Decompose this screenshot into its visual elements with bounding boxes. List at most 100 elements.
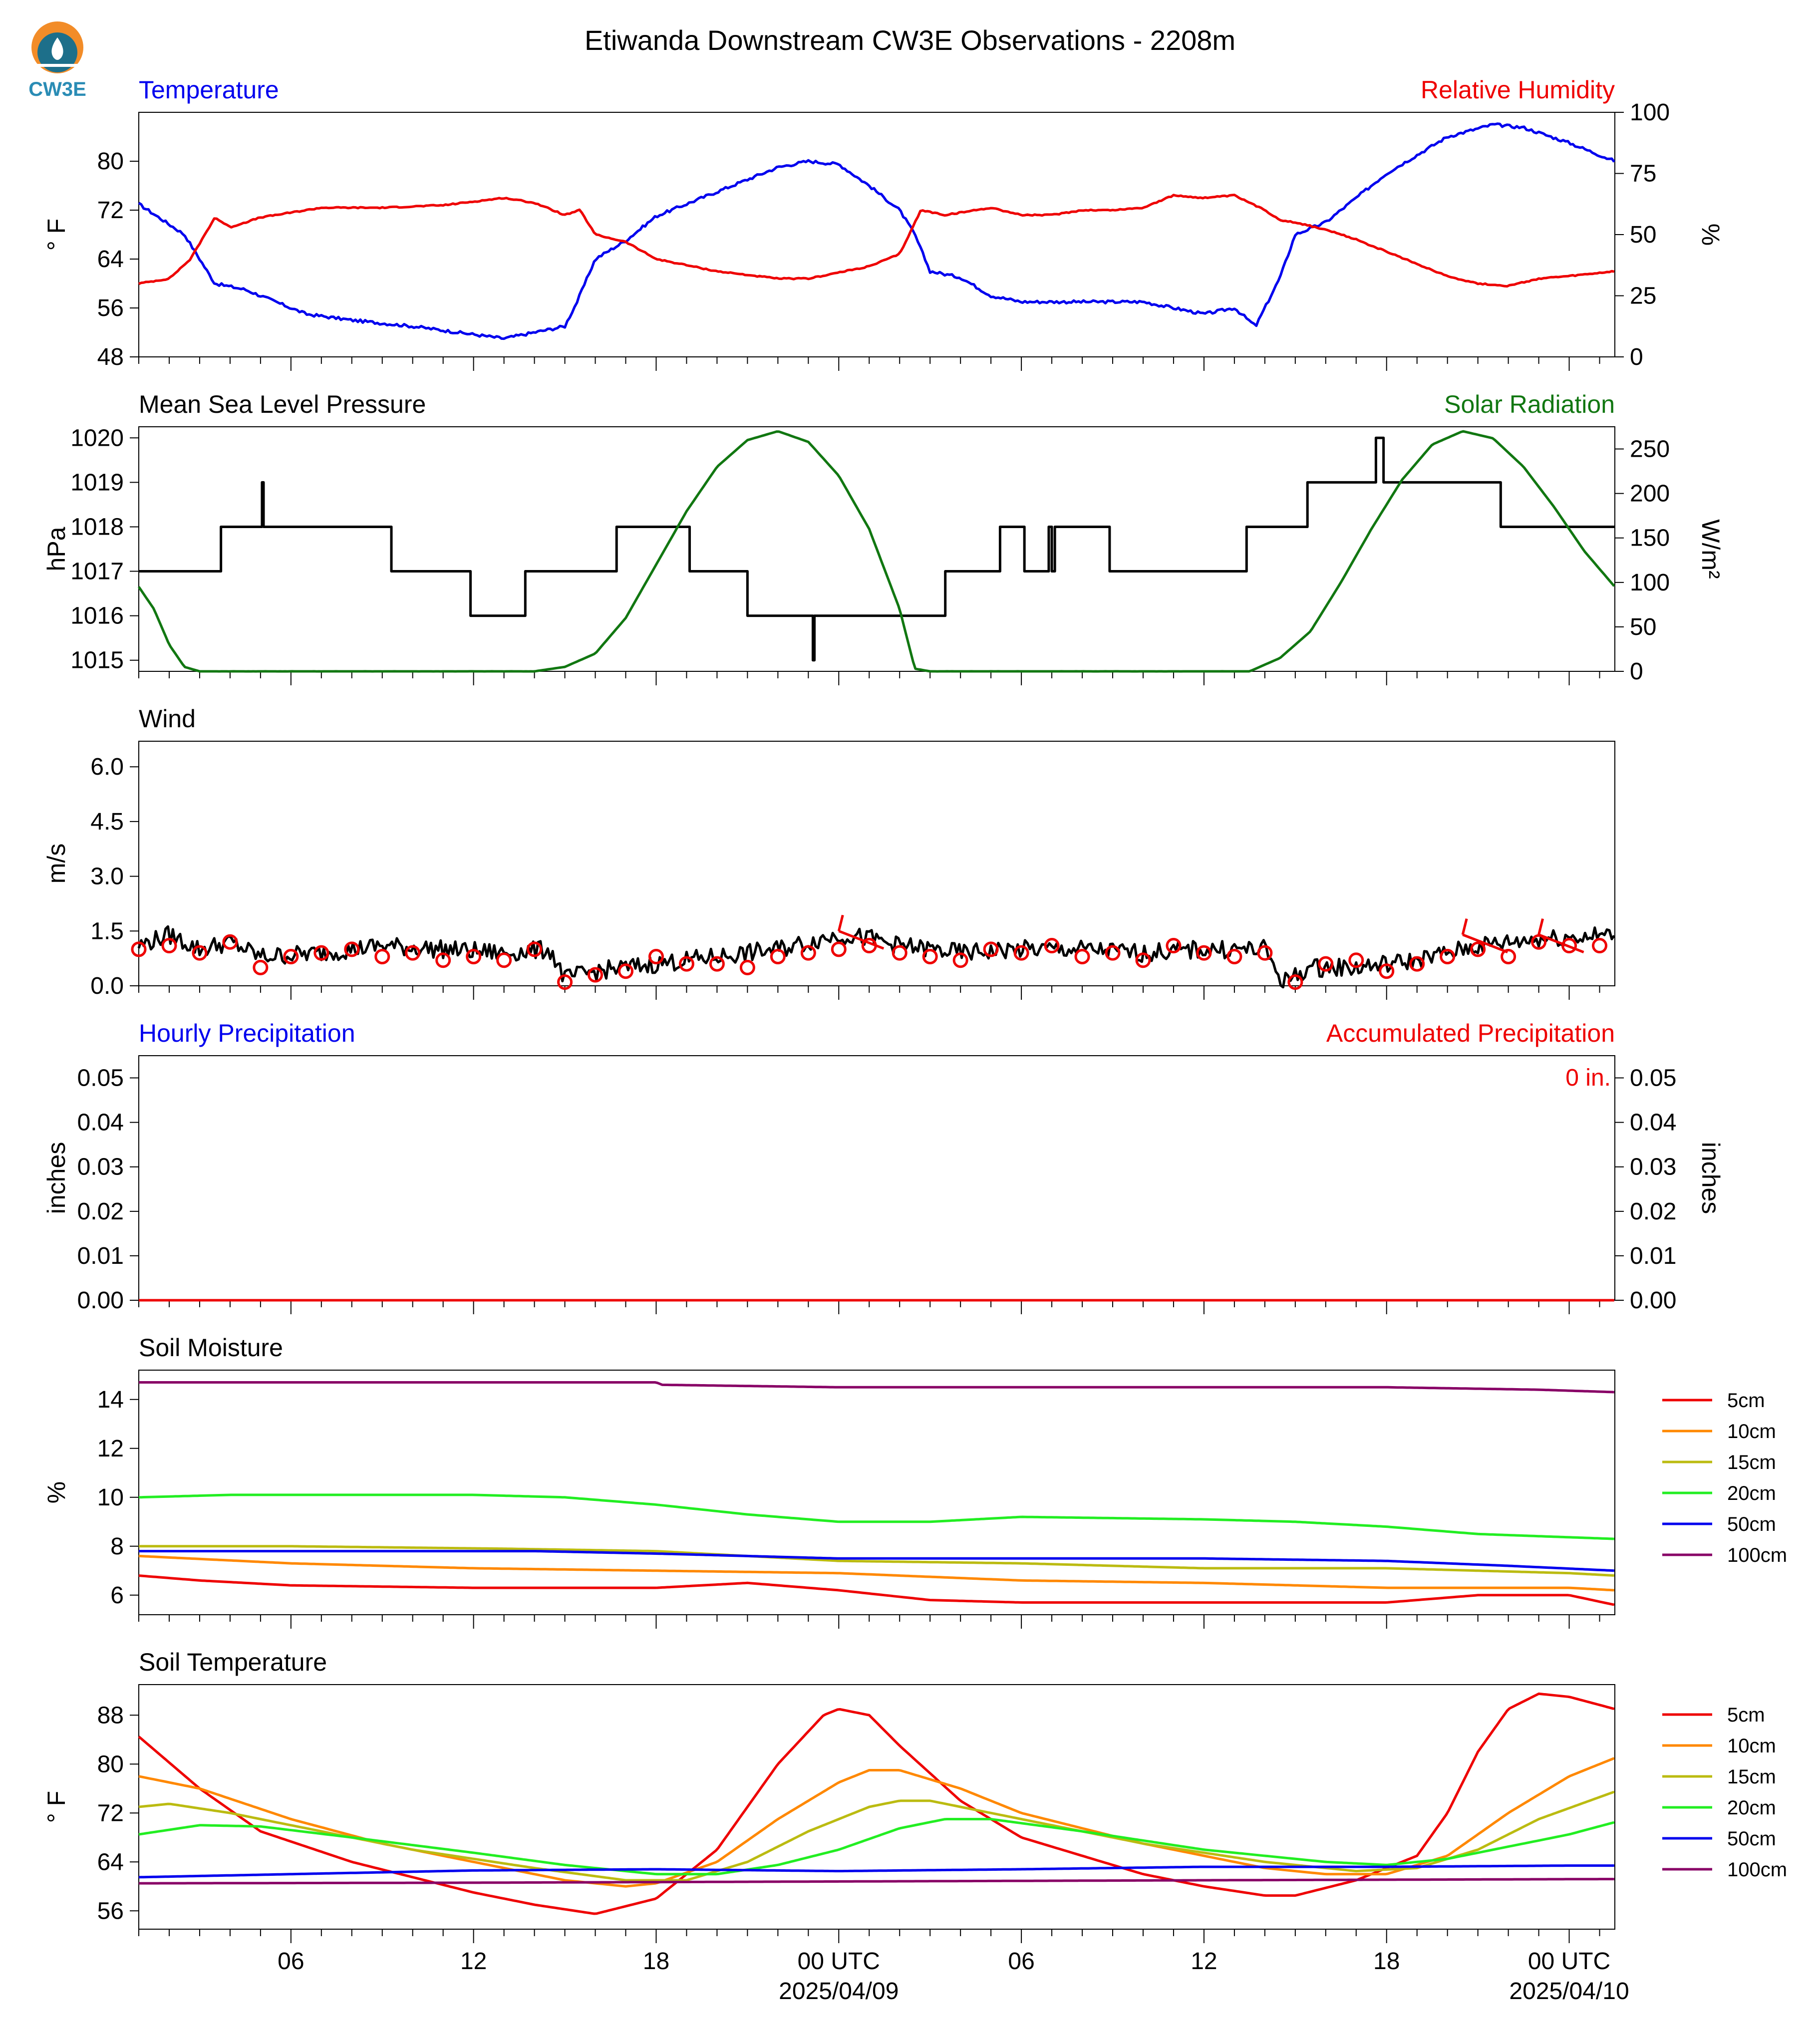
legend-label: 10cm xyxy=(1727,1421,1776,1443)
wind-gust-marker xyxy=(1592,938,1608,954)
y-tick-label-right: 50 xyxy=(1630,614,1656,640)
wind-gust-marker xyxy=(1440,948,1456,964)
wind-gust-marker xyxy=(1409,956,1425,972)
wind-gust-marker xyxy=(983,941,999,957)
panel-title-left: Wind xyxy=(139,705,196,733)
panel-title-left: Mean Sea Level Pressure xyxy=(139,390,426,418)
wind-gust-marker xyxy=(1348,952,1364,968)
x-tick-label: 06 xyxy=(1008,1948,1034,1975)
wind-gust-marker xyxy=(1287,974,1303,990)
panel-2: Wind 0.0 1.5 3.0 4.5 6.0 m/s xyxy=(42,705,1615,1000)
y-tick-label: 3.0 xyxy=(90,864,124,890)
panel-0: Temperature Relative Humidity 48 56 64 72 80 ° … xyxy=(42,76,1725,371)
x-tick-label: 12 xyxy=(1191,1948,1217,1975)
y-tick-label-right: 0 xyxy=(1630,658,1643,685)
y-axis-label-right: W/m² xyxy=(1697,519,1725,579)
y-tick-label-right: 0.01 xyxy=(1630,1243,1676,1269)
y-tick-label: 64 xyxy=(97,246,124,273)
legend-label: 10cm xyxy=(1727,1735,1776,1757)
wind-gust-marker xyxy=(1501,948,1517,964)
wind-barb xyxy=(1538,933,1584,953)
legend-label: 15cm xyxy=(1727,1451,1776,1473)
legend-label: 20cm xyxy=(1727,1797,1776,1819)
panel-frame xyxy=(138,1055,1615,1301)
y-tick-label: 1015 xyxy=(70,647,124,674)
y-tick-label: 0.0 xyxy=(90,973,124,999)
y-tick-label: 4.5 xyxy=(90,809,124,835)
wind-gust-marker xyxy=(1074,948,1090,964)
series-line-50cm xyxy=(138,1864,1614,1879)
panel-title-right: Accumulated Precipitation xyxy=(1326,1019,1615,1047)
wind-gust-marker xyxy=(557,974,573,990)
wind-gust-marker xyxy=(527,941,543,957)
y-axis-label: % xyxy=(42,1481,70,1503)
panel-title-right: Solar Radiation xyxy=(1444,390,1615,418)
x-tick-label: 18 xyxy=(643,1948,669,1975)
panel-title-right: Relative Humidity xyxy=(1421,76,1615,104)
wind-gust-marker xyxy=(192,945,208,961)
y-tick-label-right: 100 xyxy=(1630,99,1670,126)
panel-frame xyxy=(138,1370,1615,1615)
series-line-20cm xyxy=(138,1818,1615,1876)
wind-barb-flag xyxy=(1461,918,1468,935)
wind-gust-marker xyxy=(313,945,329,961)
wind-gust-marker xyxy=(770,948,786,964)
logo-text: CW3E xyxy=(28,78,86,100)
y-tick-label: 80 xyxy=(97,1751,124,1777)
x-tick-label: 00 UTC xyxy=(798,1948,880,1975)
y-tick-label-right: 0.05 xyxy=(1630,1065,1676,1092)
y-tick-label: 0.05 xyxy=(77,1065,124,1092)
wind-gust-marker xyxy=(618,963,634,979)
y-axis-label-right: % xyxy=(1697,224,1725,246)
legend-label: 50cm xyxy=(1727,1828,1776,1850)
y-tick-label: 0.01 xyxy=(77,1243,124,1269)
wind-gust-marker xyxy=(1135,952,1151,968)
series-line-15cm xyxy=(138,1790,1615,1882)
y-tick-label: 56 xyxy=(97,295,124,321)
panel-3: Hourly Precipitation Accumulated Precipit… xyxy=(42,1019,1725,1314)
wind-gust-marker xyxy=(1379,963,1395,979)
wind-gust-marker xyxy=(648,948,664,964)
wind-gust-marker xyxy=(800,945,816,961)
wind-gust-marker xyxy=(1013,945,1029,961)
series-line-100cm xyxy=(139,1381,1614,1394)
y-tick-label: 56 xyxy=(97,1898,124,1924)
y-tick-label-right: 150 xyxy=(1630,525,1670,552)
wind-gust-marker xyxy=(344,941,360,957)
wind-gust-marker xyxy=(1105,945,1121,961)
series-line-15cm xyxy=(139,1545,1614,1577)
legend-label: 50cm xyxy=(1727,1513,1776,1535)
series-line-mean-sea-level-pressure xyxy=(139,436,1615,662)
wind-gust-marker xyxy=(435,952,451,968)
y-tick-label-right: 0.02 xyxy=(1630,1198,1676,1225)
series-line-50cm xyxy=(139,1550,1614,1572)
y-tick-label: 6 xyxy=(110,1582,124,1609)
wind-gust-marker xyxy=(1318,956,1334,972)
wind-gust-marker xyxy=(1561,938,1577,954)
wind-gust-marker xyxy=(1257,945,1273,961)
wind-gust-marker xyxy=(222,934,238,950)
y-tick-label: 64 xyxy=(97,1849,124,1875)
series-line-100cm xyxy=(139,1878,1614,1885)
wind-gust-marker xyxy=(283,948,299,964)
wind-gust-marker xyxy=(161,938,177,954)
panel-frame xyxy=(138,741,1615,986)
y-tick-label-right: 0.03 xyxy=(1630,1154,1676,1180)
x-tick-date-label: 2025/04/10 xyxy=(1509,1978,1629,2005)
series-line-5cm xyxy=(138,1574,1615,1606)
y-tick-label: 6.0 xyxy=(90,754,124,780)
panel-frame xyxy=(138,1684,1615,1930)
wind-gust-marker xyxy=(892,945,908,961)
wind-gust-marker xyxy=(678,956,694,972)
y-tick-label-right: 50 xyxy=(1630,222,1656,248)
panel-title-left: Hourly Precipitation xyxy=(139,1019,355,1047)
wind-gust-marker xyxy=(496,952,512,968)
y-tick-label: 72 xyxy=(97,1800,124,1826)
y-tick-label: 0.00 xyxy=(77,1287,124,1314)
y-tick-label: 0.04 xyxy=(77,1110,124,1136)
y-tick-label: 72 xyxy=(97,197,124,224)
wind-gust-marker xyxy=(1470,941,1486,957)
y-tick-label: 10 xyxy=(97,1484,124,1511)
legend-label: 100cm xyxy=(1727,1859,1787,1881)
